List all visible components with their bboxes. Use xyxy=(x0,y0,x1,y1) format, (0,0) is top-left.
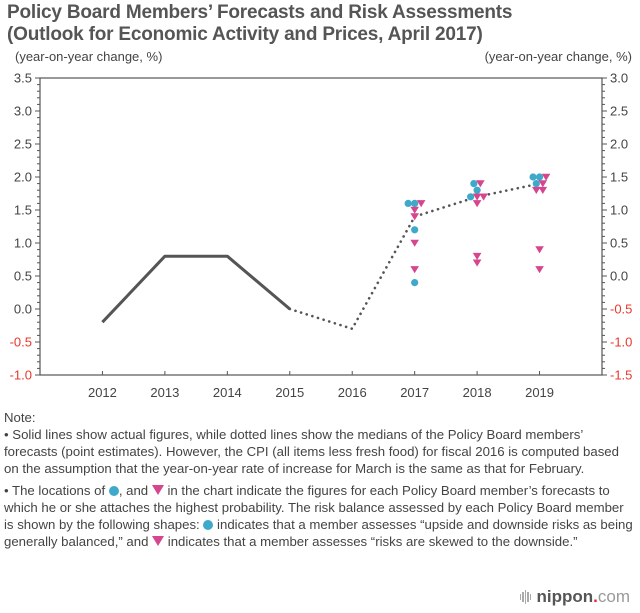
right-axis-label: 0.5 xyxy=(610,236,628,251)
balanced-circle-icon xyxy=(108,486,119,496)
downside-triangle-icon xyxy=(152,536,165,546)
notes-text: in the chart indicate the figures for ea… xyxy=(4,483,624,532)
downside-risk-marker xyxy=(472,252,482,260)
downside-triangle-icon xyxy=(151,485,164,495)
downside-risk-marker xyxy=(410,266,419,274)
left-axis-label: 3.0 xyxy=(14,104,32,119)
balanced-risk-marker xyxy=(473,186,481,194)
balanced-risk-marker xyxy=(411,199,419,207)
notes-text: , and xyxy=(118,483,152,498)
downside-risk-marker xyxy=(535,266,544,274)
sound-bars-icon xyxy=(519,590,532,604)
x-axis-label: 2019 xyxy=(525,385,554,400)
nippon-logo[interactable]: nippon.com xyxy=(519,587,630,607)
notes-paragraph-1: • Solid lines show actual figures, while… xyxy=(4,427,619,476)
downside-risk-marker xyxy=(472,193,482,201)
left-axis-label: 2.0 xyxy=(14,170,32,185)
downside-risk-marker xyxy=(472,259,482,267)
notes-heading: Note: xyxy=(4,410,36,425)
downside-risk-marker xyxy=(541,173,551,181)
balanced-risk-marker xyxy=(532,180,540,188)
x-axis-label: 2013 xyxy=(150,385,179,400)
notes-text: • The locations of xyxy=(4,483,109,498)
logo-name: nippon xyxy=(536,587,594,606)
left-axis-label: 3.5 xyxy=(14,71,32,86)
right-axis-label: -1.5 xyxy=(610,368,632,383)
x-axis-label: 2012 xyxy=(88,385,117,400)
downside-risk-marker xyxy=(410,206,419,214)
downside-risk-marker xyxy=(472,200,482,208)
left-axis-label: 0.0 xyxy=(14,302,32,317)
chart-title-line-1: Policy Board Members’ Forecasts and Risk… xyxy=(7,2,513,23)
downside-risk-marker xyxy=(538,180,548,188)
plot-frame xyxy=(39,77,603,376)
downside-risk-marker xyxy=(410,213,419,221)
right-axis-label: 0.0 xyxy=(610,269,628,284)
balanced-risk-marker xyxy=(470,180,478,188)
right-axis-label: 1.5 xyxy=(610,170,628,185)
chart-title-line-2: (Outlook for Economic Activity and Price… xyxy=(7,24,483,45)
left-axis-label: 1.5 xyxy=(14,203,32,218)
downside-risk-marker xyxy=(538,186,548,194)
balanced-risk-marker xyxy=(529,173,537,181)
x-axis-label: 2017 xyxy=(400,385,429,400)
downside-risk-marker xyxy=(479,193,488,201)
left-axis-label: 2.5 xyxy=(14,137,32,152)
notes: Note: • Solid lines show actual figures,… xyxy=(4,409,634,550)
downside-risk-marker xyxy=(416,200,426,208)
left-axis-label: 1.0 xyxy=(14,236,32,251)
right-axis-label: -1.0 xyxy=(610,335,632,350)
right-axis-label: 3.0 xyxy=(610,71,628,86)
downside-risk-marker xyxy=(532,186,541,194)
logo-dot: . xyxy=(593,587,598,606)
x-axis-label: 2015 xyxy=(275,385,304,400)
balanced-risk-marker xyxy=(404,199,412,207)
left-axis-label: -0.5 xyxy=(10,335,32,350)
logo-tld: com xyxy=(597,587,630,606)
downside-risk-marker xyxy=(476,180,485,188)
x-axis-label: 2016 xyxy=(338,385,367,400)
actual-figures-line xyxy=(101,254,291,324)
right-axis-label: 2.0 xyxy=(610,137,628,152)
forecast-chart: 3.5 3.0 2.5 2.0 1.5 1.0 0.5 0.0 -0.5 -1.0 3.0 2.5 2.… xyxy=(10,71,633,401)
x-axis-label: 2018 xyxy=(463,385,492,400)
left-axis-unit-label: (year-on-year change, %) xyxy=(15,49,163,64)
balanced-risk-marker xyxy=(535,173,544,181)
downside-risk-marker xyxy=(535,246,544,254)
right-axis-label: 1.0 xyxy=(610,203,628,218)
balanced-risk-marker xyxy=(467,193,475,201)
x-axis-label: 2014 xyxy=(213,385,242,400)
downside-risk-marker xyxy=(410,239,419,247)
right-axis-unit-label: (year-on-year change, %) xyxy=(484,49,632,64)
left-axis-label: -1.0 xyxy=(10,368,32,383)
right-axis-label: 2.5 xyxy=(610,104,628,119)
chart-axes: 3.5 3.0 2.5 2.0 1.5 1.0 0.5 0.0 -0.5 -1.0 3.0 2.5 2.… xyxy=(10,71,633,401)
right-axis-label: -0.5 xyxy=(610,302,632,317)
balanced-circle-icon xyxy=(203,520,214,530)
balanced-risk-marker xyxy=(411,226,419,234)
notes-paragraph-2: • The locations of , and in the chart in… xyxy=(4,482,634,550)
notes-text: indicates that a member assesses “risks … xyxy=(164,534,578,549)
chart-title: Policy Board Members’ Forecasts and Risk… xyxy=(7,2,512,46)
notes-text: indicates that a member assesses “upside… xyxy=(4,517,633,549)
left-axis-label: 0.5 xyxy=(14,269,32,284)
chart-markers xyxy=(404,173,551,287)
chart-lines xyxy=(101,182,541,331)
balanced-risk-marker xyxy=(411,279,419,287)
